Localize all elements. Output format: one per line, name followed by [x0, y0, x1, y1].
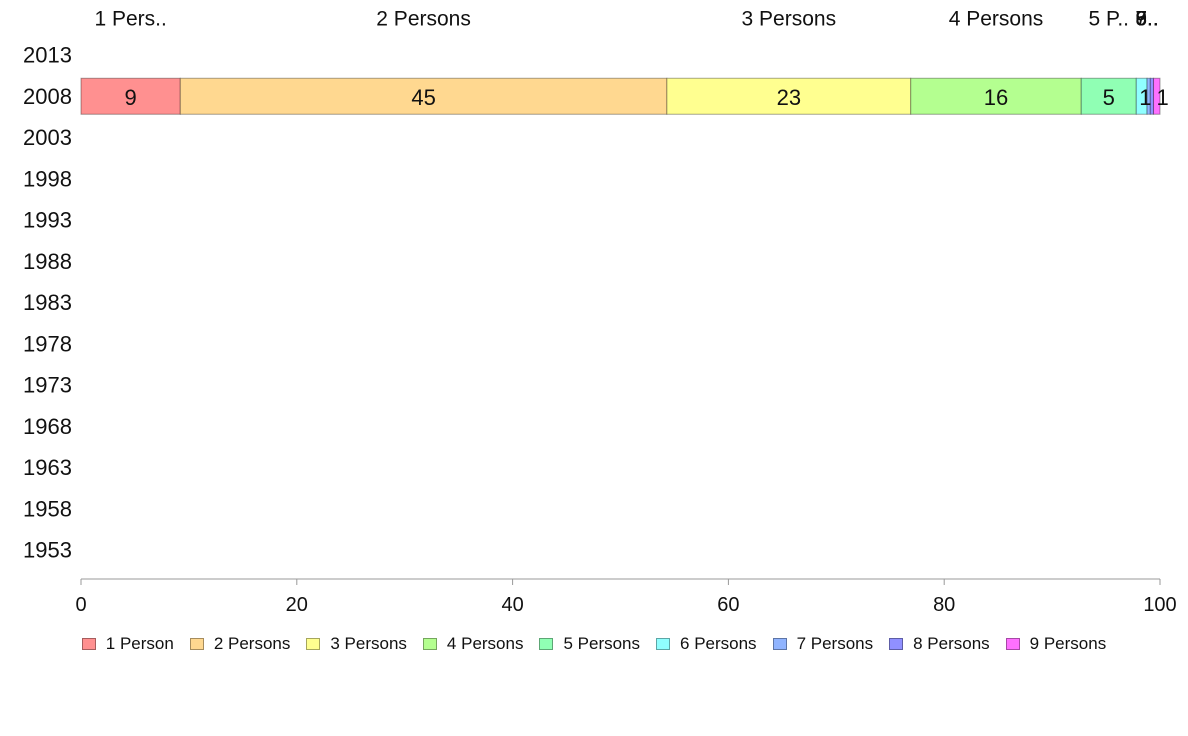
x-tick-label: 60: [717, 594, 739, 616]
bar-data-label: 1: [1139, 85, 1151, 110]
x-tick-label: 100: [1143, 594, 1176, 616]
bar-data-label: 5: [1103, 85, 1115, 110]
bar-data-labels: 9 45 23 16 5 1 1: [125, 85, 1169, 110]
y-tick-label: 1973: [23, 373, 72, 398]
legend-swatch: [656, 638, 671, 650]
legend-item: 8 Persons: [889, 634, 990, 654]
y-tick-label: 1993: [23, 208, 72, 233]
legend-item: 1 Person: [81, 634, 174, 654]
segment-header-label: 2 Persons: [376, 8, 471, 31]
y-tick-label: 2003: [23, 125, 72, 150]
segment-header-label: 8..: [1135, 8, 1158, 31]
y-tick-label: 1958: [23, 496, 72, 521]
legend-item: 4 Persons: [422, 634, 524, 654]
legend: 1 Person 2 Persons 3 Persons 4 Persons 5 Per…: [0, 632, 1188, 656]
legend-item: 2 Persons: [189, 634, 291, 654]
x-tick-label: 80: [933, 594, 955, 616]
segment-header-label: 3 Persons: [742, 8, 837, 31]
legend-swatch: [539, 638, 554, 650]
y-tick-label: 1978: [23, 331, 72, 356]
legend-swatch: [306, 638, 321, 650]
legend-item: 6 Persons: [656, 634, 757, 654]
legend-swatch: [189, 638, 204, 650]
segment-header-label: 9..: [1135, 8, 1158, 31]
y-tick-label: 1983: [23, 290, 72, 315]
bar-data-label: 9: [125, 85, 137, 110]
bar-segment: [179, 77, 668, 115]
segment-header-label: 7..: [1135, 8, 1158, 31]
legend-label: 2 Persons: [213, 634, 291, 653]
bar-segment: [80, 77, 181, 115]
legend-swatch: [422, 638, 437, 650]
legend-swatch: [889, 638, 904, 650]
legend-item: 9 Persons: [1005, 634, 1107, 654]
y-tick-label: 1988: [23, 249, 72, 274]
bar-segment: [666, 77, 912, 115]
x-axis: 0 20 40 60 80 100: [75, 578, 1177, 616]
legend-label: 9 Persons: [1029, 634, 1107, 653]
segment-header-label: 4 Persons: [949, 8, 1044, 31]
y-axis-labels: 2013 2008 2003 1998 1993 1988 1983 1978 1973 1968…: [23, 43, 72, 563]
y-tick-label: 2008: [23, 84, 72, 109]
segment-header-labels: 1 Pers.. 2 Persons 3 Persons 4 Persons 5 P..…: [94, 8, 1158, 31]
bar-segment: [1153, 77, 1161, 115]
y-tick-label: 1963: [23, 455, 72, 480]
y-tick-label: 1998: [23, 166, 72, 191]
bar-data-label: 16: [984, 85, 1008, 110]
x-tick-label: 40: [501, 594, 523, 616]
legend-item: 7 Persons: [772, 634, 874, 654]
x-tick-label: 20: [286, 594, 308, 616]
legend-swatch: [1005, 638, 1020, 650]
x-tick-label: 0: [75, 594, 86, 616]
segment-header-label: 1 Pers..: [94, 8, 166, 31]
legend-item: 5 Persons: [539, 634, 640, 654]
segment-header-label: 5 P..: [1089, 8, 1129, 31]
bar-segment: [1080, 77, 1137, 115]
segment-header-label: 6..: [1135, 8, 1158, 31]
legend-item: 3 Persons: [306, 634, 407, 654]
legend-label: 3 Persons: [330, 634, 407, 653]
legend-swatch: [81, 638, 96, 650]
y-tick-label: 2013: [23, 43, 72, 68]
bar-data-label: 23: [777, 85, 801, 110]
bar-data-label: 1: [1157, 85, 1169, 110]
bar-data-label: 45: [411, 85, 435, 110]
legend-label: 8 Persons: [913, 634, 990, 653]
legend-swatch: [772, 638, 787, 650]
legend-label: 1 Person: [105, 634, 174, 653]
y-tick-label: 1953: [23, 538, 72, 563]
legend-label: 5 Persons: [563, 634, 641, 653]
legend-label: 4 Persons: [446, 634, 524, 653]
legend-label: 7 Persons: [796, 634, 874, 653]
y-tick-label: 1968: [23, 414, 72, 439]
bar-segments: [80, 77, 1161, 115]
legend-label: 6 Persons: [680, 634, 757, 653]
bar-segment: [910, 77, 1082, 115]
